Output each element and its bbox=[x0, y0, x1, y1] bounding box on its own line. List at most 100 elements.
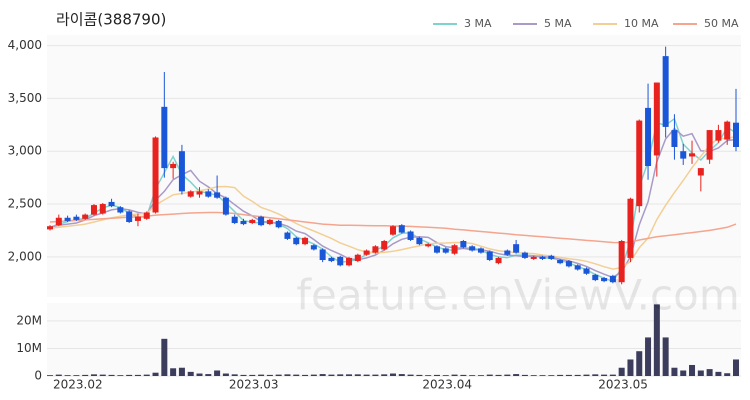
volume-bar bbox=[618, 367, 625, 376]
candle-body bbox=[152, 137, 159, 213]
volume-bar bbox=[627, 359, 634, 376]
candle-body bbox=[697, 168, 704, 176]
candle-body bbox=[161, 106, 168, 169]
volume-bar bbox=[574, 374, 581, 376]
candle-body bbox=[293, 237, 300, 245]
candle-body bbox=[398, 225, 405, 233]
volume-bar bbox=[407, 374, 414, 376]
volume-bar bbox=[442, 375, 449, 376]
candle-body bbox=[90, 205, 97, 215]
y-tick-label: 20M bbox=[16, 313, 42, 327]
volume-bar bbox=[671, 367, 678, 376]
candle-body bbox=[205, 191, 212, 197]
candle-body bbox=[310, 245, 317, 250]
volume-bar bbox=[653, 304, 660, 376]
candle-body bbox=[170, 163, 177, 169]
volume-bar bbox=[486, 374, 493, 376]
candle-body bbox=[416, 237, 423, 245]
volume-bar bbox=[108, 374, 115, 376]
legend-label: 3 MA bbox=[464, 17, 492, 30]
y-tick-label: 3,000 bbox=[8, 144, 42, 158]
x-tick-label: 2023.04 bbox=[422, 378, 472, 392]
volume-bar bbox=[504, 374, 511, 376]
candle-body bbox=[653, 82, 660, 156]
candle-body bbox=[715, 130, 722, 141]
candle-body bbox=[381, 241, 388, 250]
candle-body bbox=[178, 151, 185, 192]
candle-body bbox=[601, 277, 608, 282]
volume-bar bbox=[354, 374, 361, 376]
volume-bar bbox=[425, 375, 432, 376]
volume-bar bbox=[64, 375, 71, 376]
volume-bar bbox=[170, 368, 177, 376]
volume-bar bbox=[293, 374, 300, 376]
candle-body bbox=[126, 211, 133, 222]
candle-body bbox=[363, 250, 370, 255]
volume-bar bbox=[73, 375, 80, 376]
volume-bar bbox=[609, 374, 616, 376]
candle-body bbox=[477, 248, 484, 253]
candle-body bbox=[64, 217, 71, 221]
volume-bar bbox=[557, 374, 564, 376]
volume-bar bbox=[134, 374, 141, 376]
volume-bar bbox=[460, 374, 467, 376]
candle-body bbox=[689, 153, 696, 157]
watermark: feature.enViewV.com bbox=[296, 271, 739, 320]
volume-bar bbox=[706, 369, 713, 376]
candle-body bbox=[548, 255, 555, 259]
volume-bar bbox=[372, 374, 379, 376]
candle-body bbox=[231, 216, 238, 224]
volume-bar bbox=[680, 370, 687, 376]
volume-bar bbox=[90, 374, 97, 376]
legend-label: 10 MA bbox=[624, 17, 659, 30]
candle-body bbox=[82, 214, 89, 219]
volume-bar bbox=[82, 374, 89, 376]
candle-body bbox=[460, 241, 467, 248]
candle-body bbox=[258, 216, 265, 226]
candle-body bbox=[671, 130, 678, 147]
candle-body bbox=[99, 204, 106, 214]
y-tick-label: 3,500 bbox=[8, 91, 42, 105]
candle-body bbox=[627, 198, 634, 258]
volume-bar bbox=[310, 374, 317, 376]
candle-body bbox=[319, 249, 326, 261]
candle-body bbox=[513, 244, 520, 253]
candle-body bbox=[47, 226, 53, 230]
x-tick-label: 2023.05 bbox=[598, 378, 648, 392]
volume-bar bbox=[381, 374, 388, 376]
candle-body bbox=[565, 261, 572, 267]
candle-body bbox=[73, 216, 80, 220]
candle-body bbox=[108, 201, 115, 207]
volume-bar bbox=[636, 351, 643, 376]
volume-bar bbox=[398, 374, 405, 376]
y-tick-label: 10M bbox=[16, 341, 42, 355]
candle-body bbox=[539, 256, 546, 259]
volume-bar bbox=[152, 372, 159, 376]
y-tick-label: 2,000 bbox=[8, 249, 42, 263]
candle-body bbox=[583, 268, 590, 274]
volume-bar bbox=[601, 374, 608, 376]
candle-body bbox=[442, 248, 449, 253]
candle-body bbox=[618, 241, 625, 283]
volume-bar bbox=[99, 374, 106, 376]
candle-body bbox=[724, 121, 731, 140]
volume-bar bbox=[583, 374, 590, 376]
volume-bar bbox=[117, 375, 124, 376]
volume-bar bbox=[363, 374, 370, 376]
candle-body bbox=[530, 256, 537, 259]
candle-body bbox=[337, 256, 344, 266]
volume-bar bbox=[451, 374, 458, 376]
volume-bar bbox=[187, 371, 194, 376]
volume-bar bbox=[689, 364, 696, 376]
legend-label: 50 MA bbox=[704, 17, 739, 30]
candle-body bbox=[372, 246, 379, 253]
candle-body bbox=[521, 252, 528, 258]
candle-body bbox=[662, 56, 669, 127]
volume-bar bbox=[662, 337, 669, 376]
volume-bar bbox=[346, 374, 353, 376]
x-tick-label: 2023.03 bbox=[229, 378, 279, 392]
candle-body bbox=[433, 246, 440, 253]
volume-bar bbox=[161, 338, 168, 376]
candle-body bbox=[328, 257, 335, 262]
